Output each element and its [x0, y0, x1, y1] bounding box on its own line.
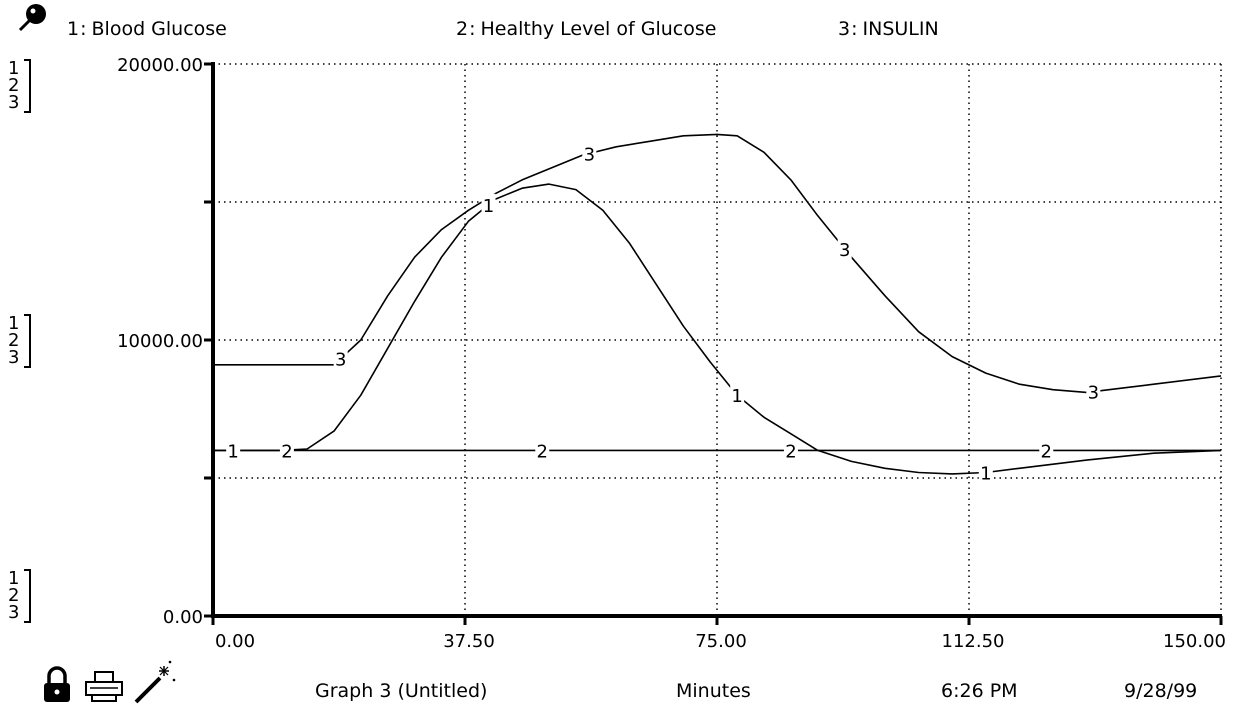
series-marker-bg — [333, 347, 348, 370]
svg-text:1: 1 — [8, 313, 19, 334]
series-marker-bg — [279, 439, 294, 462]
series-marker-bg — [226, 439, 241, 462]
x-tick-labels: 0.00 37.50 75.00 112.50 150.00 — [215, 631, 1226, 652]
legend-item-insulin: 3: INSULIN — [838, 18, 939, 40]
x-tick-label: 150.00 — [1163, 631, 1226, 652]
svg-text:2: 2 — [8, 585, 19, 606]
series-marker-1: 1 — [980, 463, 991, 484]
series-marker-bg — [1039, 439, 1054, 462]
series-line-3 — [213, 133, 1222, 394]
series-marker-3: 3 — [1088, 383, 1099, 404]
series-marker-bg — [535, 439, 550, 462]
footer: Graph 3 (Untitled) Minutes 6:26 PM 9/28/… — [44, 660, 1197, 704]
series-marker-bg — [582, 142, 597, 165]
y-tick-label: 0.00 — [163, 607, 203, 628]
y-tick-labels: 0.00 10000.00 20000.00 — [117, 55, 203, 628]
series-marker-1: 1 — [483, 196, 494, 217]
svg-text:1: 1 — [8, 568, 19, 589]
svg-text:3: 3 — [8, 602, 19, 623]
scale-key-middle: 1 2 3 — [8, 313, 31, 368]
scale-key-top: 1 2 3 — [8, 58, 31, 113]
series-marker-bg — [730, 384, 745, 407]
svg-text:3: 3 — [8, 92, 19, 113]
printer-icon[interactable] — [85, 671, 123, 702]
y-tick-label: 10000.00 — [117, 331, 203, 352]
series-marker-2: 2 — [281, 441, 292, 462]
axes — [204, 62, 1223, 625]
y-tick-label: 20000.00 — [117, 55, 203, 76]
x-axis-unit-label: Minutes — [676, 680, 751, 702]
series-marker-bg — [978, 461, 993, 484]
svg-text:2: 2 — [8, 75, 19, 96]
x-tick-label: 112.50 — [942, 631, 1005, 652]
series-marker-1: 1 — [731, 386, 742, 407]
x-tick-label: 37.50 — [443, 631, 495, 652]
graph-title: Graph 3 (Untitled) — [315, 680, 487, 702]
x-tick-label: 75.00 — [695, 631, 747, 652]
legend-item-blood-glucose: 1: Blood Glucose — [67, 18, 227, 40]
series-line-1 — [213, 183, 1222, 475]
timestamp-date: 9/28/99 — [1124, 680, 1197, 702]
svg-text:2: 2 — [8, 330, 19, 351]
series-marker-3: 3 — [584, 144, 595, 165]
series-marker-3: 3 — [335, 350, 346, 371]
series-marker-1: 1 — [227, 441, 238, 462]
grid — [213, 63, 1222, 616]
series-markers: 1 1 1 1 2 2 2 2 3 3 3 3 — [226, 142, 1101, 484]
svg-text:3: 3 — [8, 347, 19, 368]
lock-icon[interactable] — [44, 666, 70, 702]
scale-key-bottom: 1 2 3 — [8, 568, 31, 623]
pin-icon[interactable] — [18, 4, 46, 32]
legend-item-healthy-level: 2: Healthy Level of Glucose — [456, 18, 716, 40]
series-marker-bg — [837, 237, 852, 260]
series-marker-bg — [1086, 380, 1101, 403]
series-marker-2: 2 — [785, 441, 796, 462]
series-marker-3: 3 — [839, 240, 850, 261]
legend: 1: Blood Glucose 2: Healthy Level of Gluco… — [18, 4, 939, 40]
series-marker-2: 2 — [537, 441, 548, 462]
series-marker-bg — [783, 439, 798, 462]
x-tick-label: 0.00 — [215, 631, 255, 652]
timestamp-time: 6:26 PM — [941, 680, 1018, 702]
magic-wand-icon[interactable] — [134, 660, 176, 704]
series-marker-bg — [481, 193, 496, 216]
svg-text:1: 1 — [8, 58, 19, 79]
series-marker-2: 2 — [1041, 441, 1052, 462]
